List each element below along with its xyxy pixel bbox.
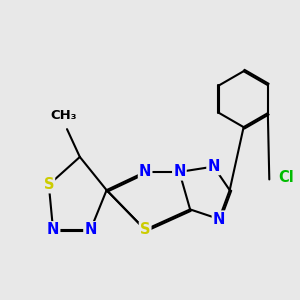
Text: N: N: [47, 222, 59, 237]
Text: N: N: [213, 212, 225, 226]
Text: N: N: [208, 159, 220, 174]
Text: CH₃: CH₃: [51, 110, 77, 122]
Text: N: N: [139, 164, 151, 179]
Text: N: N: [173, 164, 186, 179]
Text: N: N: [84, 222, 97, 237]
Text: Cl: Cl: [278, 170, 294, 185]
Text: S: S: [140, 222, 150, 237]
Text: S: S: [44, 177, 54, 192]
